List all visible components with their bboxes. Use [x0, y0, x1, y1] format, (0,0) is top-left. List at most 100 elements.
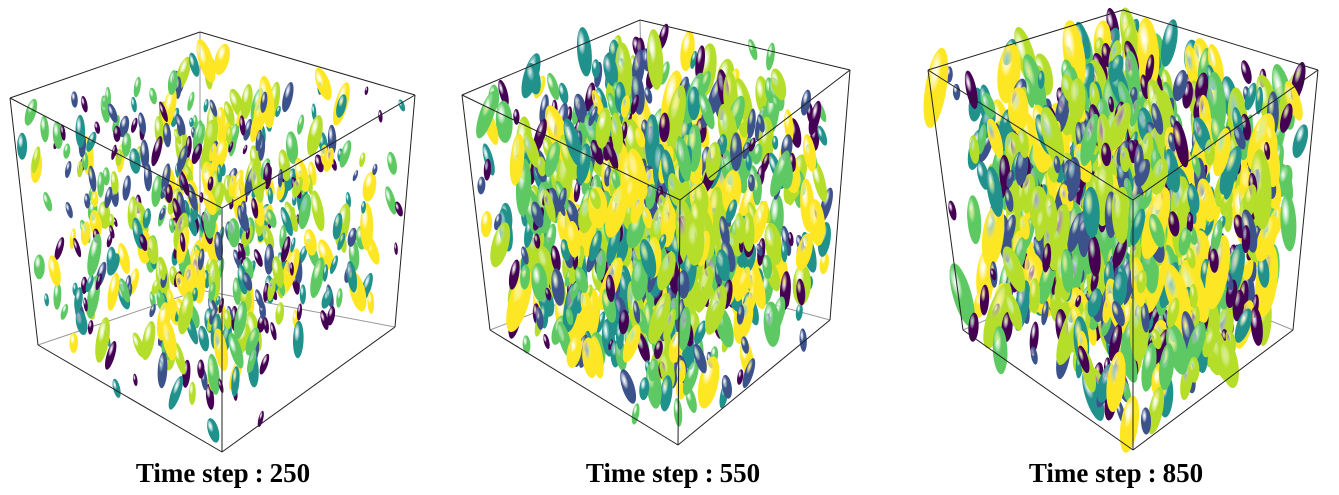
ellipsoid — [948, 200, 957, 221]
ellipsoid — [665, 85, 686, 147]
ellipsoid — [109, 225, 115, 239]
ellipsoid — [1219, 145, 1242, 195]
ellipsoid — [119, 278, 130, 303]
ellipsoid — [800, 89, 811, 116]
ellipsoid — [495, 100, 513, 143]
ellipsoid — [1029, 278, 1041, 314]
ellipsoid — [678, 306, 691, 351]
caption-separator: : — [704, 458, 714, 488]
ellipsoid — [784, 109, 794, 143]
ellipsoid — [31, 146, 41, 174]
ellipsoid — [690, 50, 698, 69]
ellipsoid — [1101, 315, 1112, 337]
ellipsoid — [1264, 141, 1271, 160]
ellipsoid — [255, 289, 264, 309]
ellipsoid — [1134, 158, 1151, 187]
ellipsoid — [580, 290, 593, 320]
ellipsoid — [214, 43, 230, 76]
ellipsoid — [698, 91, 715, 130]
ellipsoid — [129, 148, 141, 174]
ellipsoid — [208, 281, 216, 302]
ellipsoid — [1029, 321, 1039, 355]
ellipsoid — [1108, 323, 1123, 362]
ellipsoid — [289, 262, 294, 276]
ellipsoid — [693, 343, 707, 374]
ellipsoid — [1191, 154, 1201, 176]
ellipsoid — [717, 134, 728, 155]
ellipsoid — [1219, 340, 1239, 389]
ellipsoid — [603, 53, 619, 87]
ellipsoid — [631, 259, 648, 301]
ellipsoid — [110, 171, 119, 195]
ellipsoid — [574, 266, 589, 294]
ellipsoid — [544, 141, 561, 178]
ellipsoid — [694, 265, 714, 313]
ellipsoid — [1129, 87, 1138, 104]
ellipsoid — [80, 221, 91, 246]
ellipsoid — [752, 143, 763, 165]
ellipsoid — [196, 39, 216, 83]
ellipsoid — [188, 381, 196, 405]
ellipsoid — [191, 143, 203, 165]
ellipsoid — [742, 358, 756, 389]
ellipsoid — [87, 320, 94, 335]
ellipsoid — [1178, 226, 1192, 256]
ellipsoid — [352, 170, 359, 182]
ellipsoid — [242, 272, 253, 291]
ellipsoid — [737, 369, 744, 385]
ellipsoid — [327, 124, 337, 155]
ellipsoid — [747, 283, 757, 313]
ellipsoid — [1030, 346, 1038, 365]
ellipsoid — [550, 245, 561, 272]
ellipsoid — [1018, 127, 1029, 158]
ellipsoid — [762, 254, 773, 279]
ellipsoid — [1212, 128, 1231, 177]
ellipsoid — [545, 287, 552, 301]
ellipsoid — [537, 245, 556, 282]
ellipsoid — [292, 320, 304, 359]
caption-250: Time step:250 — [0, 458, 446, 489]
ellipsoid — [178, 291, 194, 335]
ellipsoid — [60, 124, 66, 141]
ellipsoid — [558, 82, 569, 105]
ellipsoid — [189, 117, 194, 128]
ellipsoid — [240, 84, 253, 120]
ellipsoid — [1279, 103, 1293, 133]
ellipsoid — [218, 297, 224, 314]
ellipsoid — [143, 163, 153, 192]
ellipsoid — [630, 94, 639, 115]
ellipsoid — [1044, 194, 1058, 237]
ellipsoid — [394, 201, 403, 217]
ellipsoid — [362, 171, 377, 202]
ellipsoid — [233, 249, 242, 268]
caption-550: Time step:550 — [450, 458, 896, 489]
ellipsoid — [606, 225, 621, 265]
ellipsoid — [1015, 149, 1029, 186]
ellipsoid — [969, 135, 980, 164]
ellipsoid — [1003, 214, 1016, 247]
ellipsoid — [40, 115, 49, 143]
ellipsoid — [1019, 215, 1030, 240]
ellipsoid — [33, 254, 45, 280]
ellipsoid — [192, 287, 198, 302]
ellipsoid — [387, 151, 397, 175]
ellipsoid — [275, 105, 281, 118]
ellipsoid — [292, 194, 297, 206]
ellipsoid — [1053, 155, 1061, 174]
ellipsoid — [122, 175, 131, 201]
ellipsoid — [588, 230, 602, 262]
ellipsoid — [216, 106, 226, 129]
ellipsoid — [1111, 187, 1129, 244]
ellipsoid — [296, 303, 303, 321]
ellipsoid — [635, 127, 646, 148]
ellipsoid — [170, 107, 180, 128]
ellipsoid — [347, 227, 357, 247]
ellipsoid — [808, 100, 822, 136]
caption-value: 550 — [719, 458, 761, 488]
ellipsoid — [658, 234, 667, 251]
ellipsoid — [1112, 237, 1127, 268]
ellipsoid — [267, 278, 276, 301]
particle-cube-850 — [923, 7, 1319, 453]
ellipsoid — [65, 201, 73, 219]
ellipsoid — [687, 86, 701, 121]
